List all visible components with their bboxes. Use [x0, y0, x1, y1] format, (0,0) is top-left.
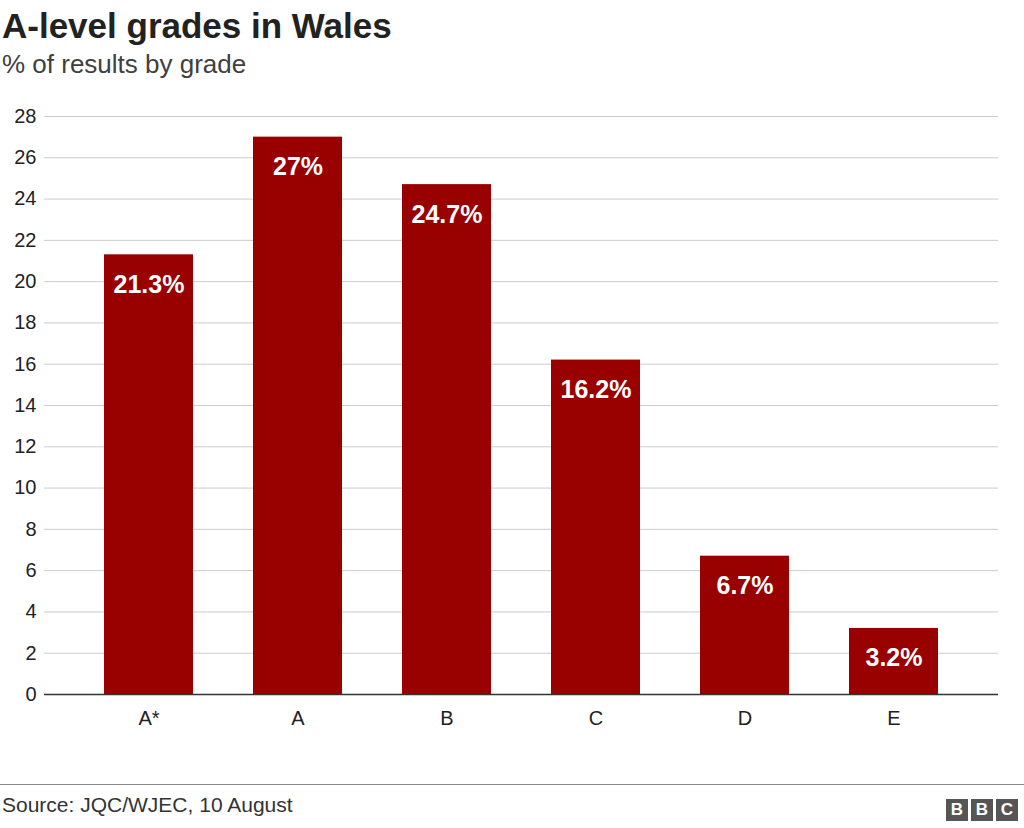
svg-text:3.2%: 3.2%: [866, 643, 923, 671]
html-text:A-level grades in Wales: A-level grades in Wales: [2, 6, 392, 45]
html-text:B: B: [975, 800, 989, 819]
svg-text:B: B: [440, 707, 453, 729]
svg-text:A*: A*: [138, 707, 159, 729]
html-text:Source: JQC/WJEC, 10 August: Source: JQC/WJEC, 10 August: [2, 793, 293, 816]
svg-text:0: 0: [25, 683, 36, 705]
svg-text:21.3%: 21.3%: [114, 270, 185, 298]
svg-text:6: 6: [25, 559, 36, 581]
svg-text:24.7%: 24.7%: [412, 200, 483, 228]
html-text:% of results by grade: % of results by grade: [2, 49, 247, 79]
svg-text:28: 28: [14, 105, 36, 127]
svg-text:12: 12: [14, 435, 36, 457]
svg-text:E: E: [887, 707, 900, 729]
svg-text:14: 14: [14, 394, 36, 416]
svg-text:10: 10: [14, 476, 36, 498]
svg-text:A: A: [291, 707, 305, 729]
svg-text:4: 4: [25, 600, 36, 622]
html-text:B: B: [950, 800, 964, 819]
svg-text:16.2%: 16.2%: [561, 375, 632, 403]
svg-text:24: 24: [14, 187, 36, 209]
svg-text:D: D: [738, 707, 752, 729]
html-text:C: C: [1000, 800, 1014, 819]
svg-text:18: 18: [14, 311, 36, 333]
svg-text:C: C: [589, 707, 603, 729]
svg-text:2: 2: [25, 642, 36, 664]
svg-text:27%: 27%: [273, 152, 323, 180]
svg-text:6.7%: 6.7%: [717, 571, 774, 599]
svg-text:20: 20: [14, 270, 36, 292]
svg-text:26: 26: [14, 146, 36, 168]
svg-text:8: 8: [25, 518, 36, 540]
svg-text:16: 16: [14, 353, 36, 375]
svg-text:22: 22: [14, 229, 36, 251]
